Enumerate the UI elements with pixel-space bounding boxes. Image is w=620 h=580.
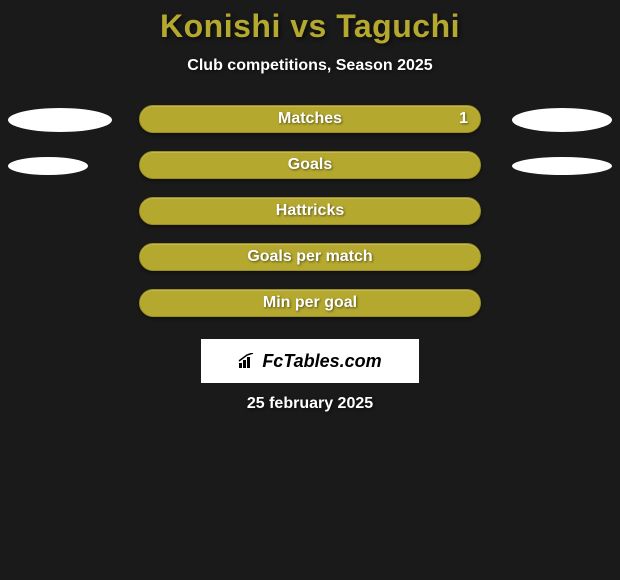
stat-row: Hattricks: [0, 197, 620, 227]
stat-row: Goals: [0, 151, 620, 181]
stat-bar: Min per goal: [139, 289, 481, 317]
logo-box[interactable]: FcTables.com: [201, 339, 419, 383]
stat-row: Min per goal: [0, 289, 620, 319]
stat-row: Matches 1: [0, 105, 620, 135]
right-ellipse: [512, 157, 612, 175]
stat-bar: Matches 1: [139, 105, 481, 133]
stat-bar: Goals: [139, 151, 481, 179]
stat-label: Matches: [278, 110, 342, 128]
chart-icon: [238, 353, 258, 369]
stat-label: Hattricks: [276, 202, 344, 220]
stat-bar: Hattricks: [139, 197, 481, 225]
subtitle: Club competitions, Season 2025: [0, 57, 620, 75]
left-ellipse: [8, 157, 88, 175]
right-ellipse: [512, 108, 612, 132]
stat-bar: Goals per match: [139, 243, 481, 271]
logo-text: FcTables.com: [238, 351, 381, 372]
logo-label: FcTables.com: [262, 351, 381, 372]
stat-row: Goals per match: [0, 243, 620, 273]
stat-label: Goals: [288, 156, 332, 174]
date-label: 25 february 2025: [0, 395, 620, 413]
stats-list: Matches 1 Goals Hattricks Goals per match Min…: [0, 105, 620, 319]
stat-label: Goals per match: [247, 248, 372, 266]
stat-value-right: 1: [459, 110, 468, 128]
comparison-card: Konishi vs Taguchi Club competitions, Se…: [0, 0, 620, 413]
page-title: Konishi vs Taguchi: [0, 8, 620, 45]
left-ellipse: [8, 108, 112, 132]
stat-label: Min per goal: [263, 294, 357, 312]
